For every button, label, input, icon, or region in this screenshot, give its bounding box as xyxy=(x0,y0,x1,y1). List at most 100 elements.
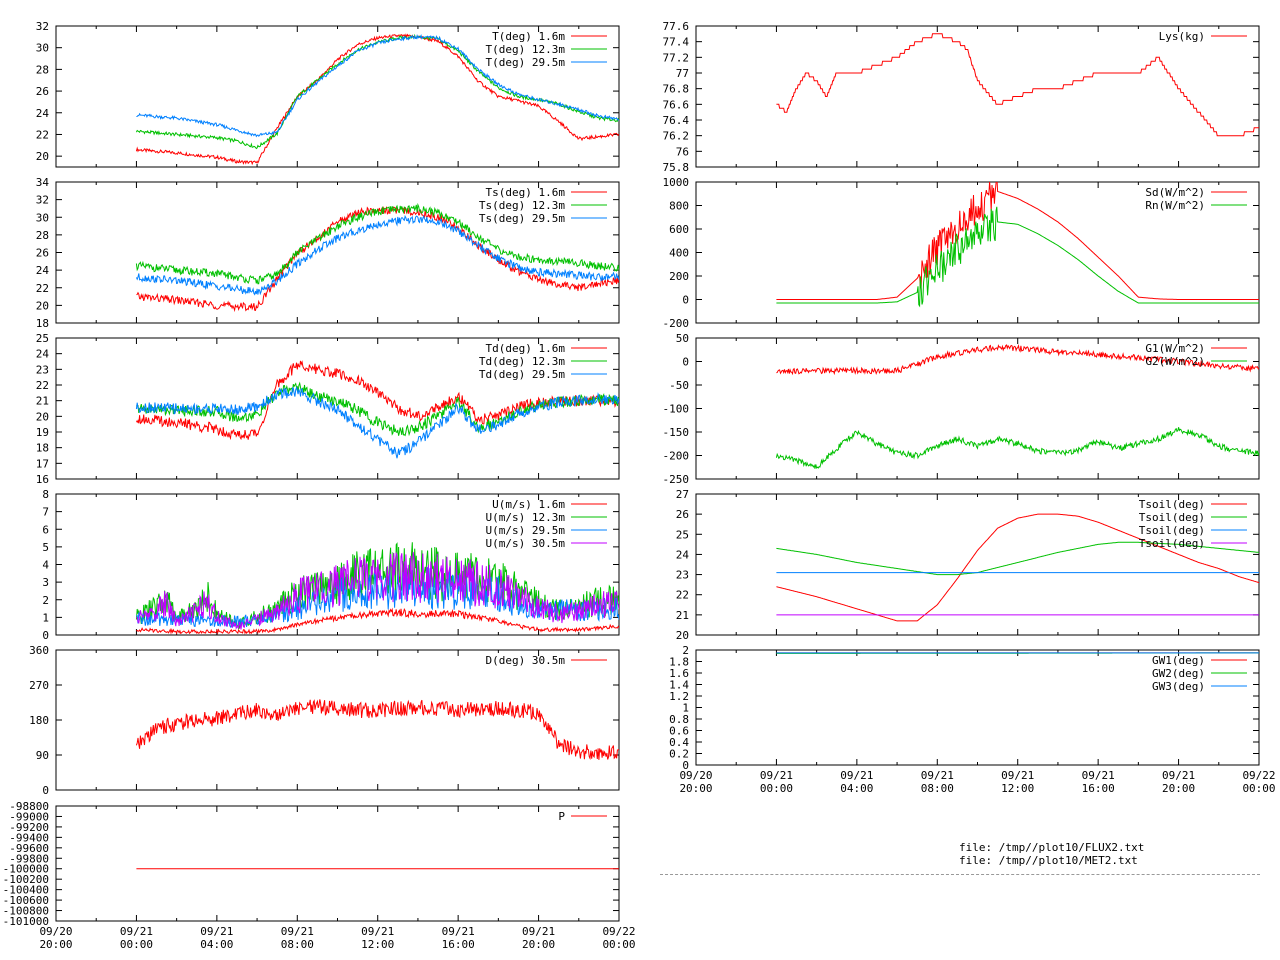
tsoil-legend-label-0: Tsoil(deg) xyxy=(1139,498,1205,511)
dew-ytick-label: 20 xyxy=(36,410,49,423)
pressure-ytick-label: -100400 xyxy=(3,884,49,897)
dew-ytick-label: 21 xyxy=(36,395,49,408)
tsurf-ytick-label: 20 xyxy=(36,299,49,312)
lys-ytick-label: 77 xyxy=(676,67,689,80)
dew-ytick-label: 18 xyxy=(36,442,49,455)
temp-ytick-label: 30 xyxy=(36,42,49,55)
dew-series-2 xyxy=(135,386,619,459)
tsoil-legend-label-3: Tsoil(deg) xyxy=(1139,537,1205,550)
temp-legend-label-2: T(deg) 29.5m xyxy=(486,56,566,69)
temp-ytick-label: 26 xyxy=(36,85,49,98)
dir-legend-label-0: D(deg) 30.5m xyxy=(486,654,566,667)
rad-series-0 xyxy=(776,182,1259,300)
pressure-xtick-label-time: 04:00 xyxy=(200,938,233,951)
wind-legend-label-1: U(m/s) 12.3m xyxy=(486,511,566,524)
gw-ytick-label: 0.8 xyxy=(669,713,689,726)
gw-ytick-label: 1.2 xyxy=(669,690,689,703)
gw-ytick-label: 0.6 xyxy=(669,725,689,738)
tsurf-ytick-label: 30 xyxy=(36,211,49,224)
wind-ytick-label: 0 xyxy=(42,629,49,642)
tsoil-ytick-label: 25 xyxy=(676,528,689,541)
pressure-ytick-label: -100000 xyxy=(3,863,49,876)
wind-ytick-label: 5 xyxy=(42,541,49,554)
gw-xtick-label-date: 09/21 xyxy=(1001,769,1034,782)
wind-series-3 xyxy=(136,551,619,630)
rad-series-1 xyxy=(776,206,1259,308)
wind-ytick-label: 7 xyxy=(42,506,49,519)
pressure-xtick-label-time: 20:00 xyxy=(39,938,72,951)
temp-ytick-label: 22 xyxy=(36,128,49,141)
tsoil-ytick-label: 24 xyxy=(676,548,690,561)
dew-ytick-label: 22 xyxy=(36,379,49,392)
file-line-met: file: /tmp//plot10/MET2.txt xyxy=(959,854,1138,867)
lys-ytick-label: 76.2 xyxy=(663,130,690,143)
gw-ytick-label: 1.4 xyxy=(669,679,689,692)
temp-series-2 xyxy=(136,33,619,138)
dir-ytick-label: 270 xyxy=(29,679,49,692)
pressure-xtick-label-date: 09/20 xyxy=(39,925,72,938)
pressure-ytick-label: -100200 xyxy=(3,873,49,886)
wind-ytick-label: 2 xyxy=(42,594,49,607)
wind-ytick-label: 4 xyxy=(42,559,49,572)
dew-ytick-label: 24 xyxy=(36,348,50,361)
tsurf-series-1 xyxy=(135,202,619,285)
gw-ytick-label: 1 xyxy=(682,702,689,715)
temp-legend-label-0: T(deg) 1.6m xyxy=(492,30,565,43)
dew-series-0 xyxy=(135,360,619,441)
pressure-xtick-label-date: 09/21 xyxy=(200,925,233,938)
dew-legend-label-2: Td(deg) 29.5m xyxy=(479,368,565,381)
tsurf-ytick-label: 32 xyxy=(36,194,49,207)
rad-ytick-label: 0 xyxy=(682,294,689,307)
tsurf-legend-label-2: Ts(deg) 29.5m xyxy=(479,212,565,225)
ground-series-1 xyxy=(775,427,1259,469)
wind-series-2 xyxy=(136,566,619,629)
lys-ytick-label: 76.6 xyxy=(663,98,690,111)
gw-ytick-label: 1.8 xyxy=(669,656,689,669)
gw-xtick-label-date: 09/21 xyxy=(1162,769,1195,782)
gw-ytick-label: 2 xyxy=(682,644,689,657)
gw-xtick-label-time: 00:00 xyxy=(1242,782,1275,795)
tsurf-legend-label-1: Ts(deg) 12.3m xyxy=(479,199,565,212)
lys-ytick-label: 77.6 xyxy=(663,20,690,33)
ground-ytick-label: 50 xyxy=(676,332,689,345)
lys-ytick-label: 75.8 xyxy=(663,161,690,174)
wind-series-0 xyxy=(136,607,619,635)
lys-ytick-label: 77.2 xyxy=(663,51,690,64)
dir-ytick-label: 360 xyxy=(29,644,49,657)
ground-ytick-label: -100 xyxy=(663,403,690,416)
pressure-xtick-label-time: 00:00 xyxy=(120,938,153,951)
ground-ytick-label: -200 xyxy=(663,450,690,463)
gw-xtick-label-time: 00:00 xyxy=(760,782,793,795)
ground-legend-label-0: G1(W/m^2) xyxy=(1145,342,1205,355)
gw-ytick-label: 0 xyxy=(682,759,689,772)
lys-ytick-label: 76 xyxy=(676,145,689,158)
dew-ytick-label: 16 xyxy=(36,473,49,486)
gw-xtick-label-date: 09/20 xyxy=(679,769,712,782)
dew-ytick-label: 19 xyxy=(36,426,49,439)
tsurf-ytick-label: 22 xyxy=(36,282,49,295)
tsurf-ytick-label: 34 xyxy=(36,176,50,189)
gw-xtick-label-time: 20:00 xyxy=(679,782,712,795)
gw-ytick-label: 1.6 xyxy=(669,667,689,680)
gw-legend-label-2: GW3(deg) xyxy=(1152,680,1205,693)
dew-legend-label-0: Td(deg) 1.6m xyxy=(486,342,566,355)
pressure-xtick-label-date: 09/21 xyxy=(442,925,475,938)
pressure-ytick-label: -98800 xyxy=(9,800,49,813)
tsurf-ytick-label: 18 xyxy=(36,317,49,330)
dew-ytick-label: 17 xyxy=(36,457,49,470)
file-line-flux: file: /tmp//plot10/FLUX2.txt xyxy=(959,841,1145,854)
dir-ytick-label: 90 xyxy=(36,749,49,762)
dew-legend-label-1: Td(deg) 12.3m xyxy=(479,355,565,368)
pressure-xtick-label-time: 00:00 xyxy=(602,938,635,951)
lys-ytick-label: 77.4 xyxy=(663,36,690,49)
pressure-ytick-label: -99400 xyxy=(9,831,49,844)
dir-ytick-label: 180 xyxy=(29,714,49,727)
gw-legend-label-0: GW1(deg) xyxy=(1152,654,1205,667)
wind-legend-label-2: U(m/s) 29.5m xyxy=(486,524,566,537)
tsoil-ytick-label: 22 xyxy=(676,589,689,602)
ground-ytick-label: 0 xyxy=(682,356,689,369)
wind-ytick-label: 6 xyxy=(42,523,49,536)
tsurf-ytick-label: 26 xyxy=(36,247,49,260)
wind-ytick-label: 8 xyxy=(42,488,49,501)
